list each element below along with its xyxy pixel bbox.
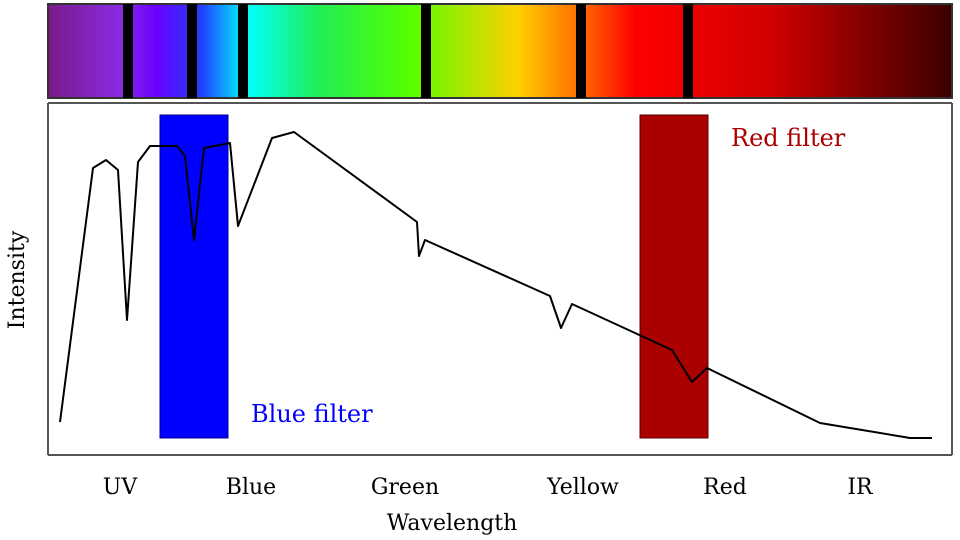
red-filter-label: Red filter <box>731 124 846 152</box>
x-tick-label-green: Green <box>371 475 439 500</box>
spectrum-separator <box>187 4 197 98</box>
spectrum-separator <box>421 4 431 98</box>
spectrum-separator <box>238 4 248 98</box>
x-tick-labels: UV Blue Green Yellow Red IR <box>103 475 874 500</box>
x-tick-label-yellow: Yellow <box>546 475 619 500</box>
red-filter-band <box>639 114 709 439</box>
plot-frame <box>47 102 953 456</box>
blue-filter-band <box>159 114 229 439</box>
spectrum-bar <box>47 3 953 99</box>
spectrum-gradient <box>47 3 953 99</box>
x-tick-label-ir: IR <box>847 475 874 500</box>
spectrum-separator <box>576 4 586 98</box>
x-tick-label-uv: UV <box>103 475 139 500</box>
x-axis-label: Wavelength <box>387 511 518 536</box>
blue-filter-label: Blue filter <box>251 400 373 428</box>
spectrum-separator <box>123 4 133 98</box>
x-tick-label-red: Red <box>703 475 747 500</box>
y-axis-label: Intensity <box>5 230 30 329</box>
x-tick-label-blue: Blue <box>226 475 276 500</box>
spectrum-separator <box>683 4 693 98</box>
intensity-curve <box>59 131 932 439</box>
